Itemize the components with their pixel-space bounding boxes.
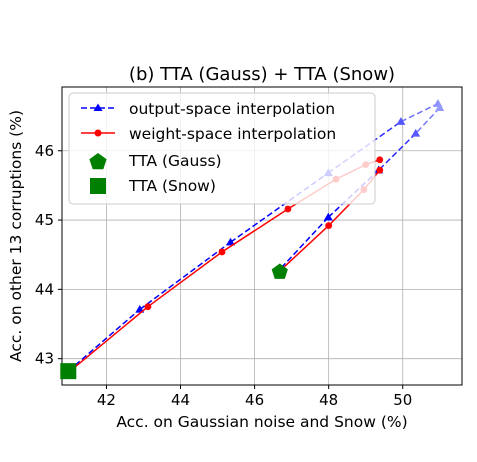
series-0-point [323, 212, 333, 221]
series-0-segment [278, 216, 329, 272]
series-0-segment [400, 102, 439, 123]
legend-output-marker [93, 103, 103, 111]
legend-weight-label: weight-space interpolation [129, 125, 336, 143]
x-tick-label: 46 [245, 391, 264, 409]
legend-gauss-label: TTA (Gauss) [128, 152, 222, 170]
legend-output-label: output-space interpolation [129, 100, 335, 118]
legend-entry-tta-snow: TTA (Snow) [90, 177, 216, 195]
series-1-point [376, 156, 384, 164]
y-axis-label: Acc. on other 13 corruptions (%) [7, 110, 25, 362]
x-axis: 42 44 46 48 50 [97, 385, 412, 409]
y-axis: 43 44 45 46 [35, 142, 62, 368]
series-2-point [271, 263, 288, 279]
x-tick-label: 44 [171, 391, 190, 409]
series-1-point [218, 248, 226, 256]
y-tick-label: 44 [35, 280, 54, 298]
series-1-point [284, 205, 292, 213]
series-0-segment [67, 308, 141, 372]
series-1-point [376, 166, 384, 174]
legend-weight-marker [94, 129, 102, 137]
series-1-point [325, 222, 333, 230]
x-axis-label: Acc. on Gaussian noise and Snow (%) [116, 413, 407, 431]
plot-frame [61, 86, 463, 386]
y-tick-label: 46 [35, 142, 54, 160]
chart-title: (b) TTA (Gauss) + TTA (Snow) [129, 64, 395, 85]
legend-entry-tta-gauss: TTA (Gauss) [89, 152, 222, 170]
series-1-segment [278, 225, 330, 273]
series-0-segment [378, 132, 417, 171]
series-1-segment [67, 306, 149, 374]
legend-entry-output-space: output-space interpolation [81, 100, 335, 118]
series-3-point [60, 363, 77, 380]
series-2-markers [271, 263, 288, 279]
x-tick-label: 50 [393, 391, 412, 409]
series-0-point [396, 117, 406, 125]
legend-snow-marker [90, 178, 106, 194]
series-1-point [144, 303, 152, 311]
series-1-segment [147, 251, 223, 308]
series-1-segment [221, 208, 289, 253]
y-tick-label: 43 [35, 350, 54, 368]
legend-gauss-marker [89, 153, 107, 170]
series-0-point [411, 128, 421, 137]
series-3-markers [60, 363, 77, 380]
legend-snow-label: TTA (Snow) [128, 177, 216, 195]
legend-entry-weight-space: weight-space interpolation [81, 125, 336, 143]
series-0-point [435, 103, 445, 111]
legend-box [68, 92, 376, 205]
series-0-point [226, 237, 236, 246]
y-tick-label: 45 [35, 211, 54, 229]
x-tick-label: 48 [319, 391, 338, 409]
series-0-segment [415, 107, 441, 134]
x-tick-label: 42 [97, 391, 116, 409]
legend: output-space interpolation weight-space … [68, 92, 376, 205]
series-0-segment [139, 241, 231, 311]
